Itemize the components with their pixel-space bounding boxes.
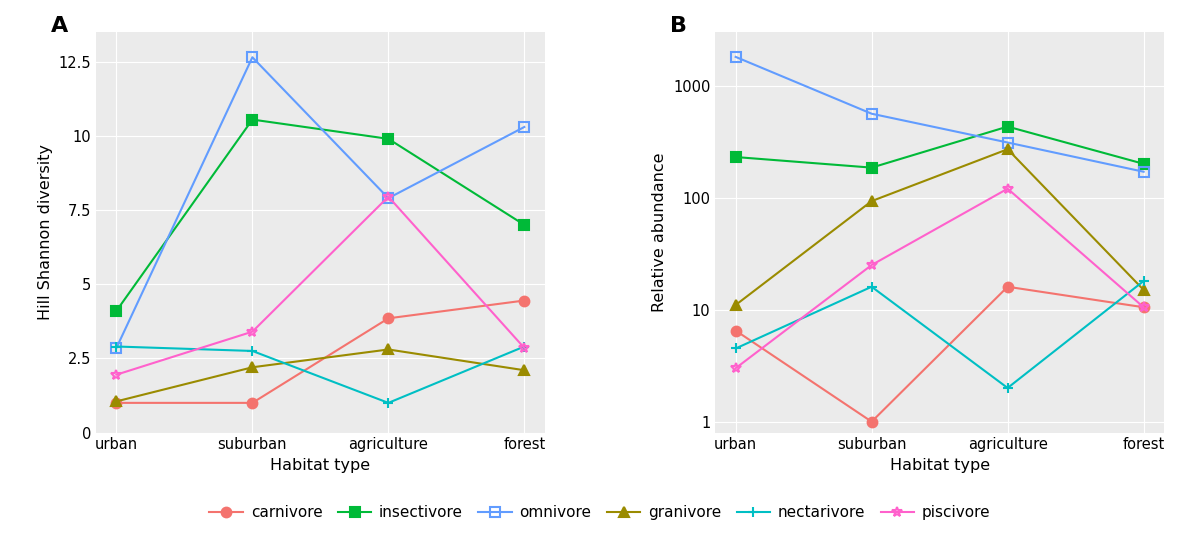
carnivore	[517, 297, 532, 304]
Text: A: A	[52, 16, 68, 36]
carnivore	[728, 327, 743, 334]
Legend: carnivore, insectivore, omnivore, granivore, nectarivore, piscivore: carnivore, insectivore, omnivore, graniv…	[203, 499, 997, 527]
piscivore	[864, 262, 878, 268]
omnivore	[245, 54, 259, 60]
nectarivore	[864, 284, 878, 290]
granivore	[1001, 146, 1015, 152]
Y-axis label: Hill Shannon diversity: Hill Shannon diversity	[38, 144, 53, 320]
X-axis label: Habitat type: Habitat type	[889, 458, 990, 473]
insectivore	[517, 222, 532, 228]
nectarivore	[1001, 384, 1015, 391]
Line: insectivore: insectivore	[731, 122, 1148, 172]
insectivore	[1001, 123, 1015, 130]
Text: B: B	[671, 16, 688, 36]
piscivore	[1001, 185, 1015, 192]
Line: carnivore: carnivore	[731, 282, 1148, 427]
granivore	[245, 364, 259, 371]
omnivore	[728, 54, 743, 60]
granivore	[517, 367, 532, 373]
omnivore	[864, 111, 878, 117]
insectivore	[728, 154, 743, 160]
Line: piscivore: piscivore	[112, 192, 529, 380]
omnivore	[517, 124, 532, 130]
granivore	[109, 398, 124, 405]
nectarivore	[1136, 278, 1151, 284]
omnivore	[382, 195, 396, 201]
X-axis label: Habitat type: Habitat type	[270, 458, 371, 473]
insectivore	[109, 308, 124, 314]
granivore	[382, 346, 396, 352]
Line: granivore: granivore	[731, 144, 1148, 310]
Line: piscivore: piscivore	[731, 184, 1148, 373]
carnivore	[245, 399, 259, 406]
Line: granivore: granivore	[112, 344, 529, 406]
carnivore	[109, 399, 124, 406]
Line: omnivore: omnivore	[112, 52, 529, 353]
piscivore	[728, 365, 743, 372]
Line: nectarivore: nectarivore	[731, 276, 1148, 393]
nectarivore	[109, 343, 124, 350]
insectivore	[382, 136, 396, 142]
Line: carnivore: carnivore	[112, 296, 529, 408]
insectivore	[245, 116, 259, 123]
omnivore	[109, 345, 124, 351]
Y-axis label: Relative abundance: Relative abundance	[653, 153, 667, 312]
carnivore	[1136, 304, 1151, 310]
insectivore	[864, 164, 878, 171]
granivore	[1136, 287, 1151, 293]
Line: nectarivore: nectarivore	[112, 342, 529, 408]
carnivore	[1001, 284, 1015, 290]
carnivore	[382, 315, 396, 321]
nectarivore	[245, 348, 259, 354]
granivore	[728, 302, 743, 308]
carnivore	[864, 419, 878, 425]
nectarivore	[517, 343, 532, 350]
piscivore	[382, 193, 396, 200]
piscivore	[109, 372, 124, 378]
nectarivore	[728, 345, 743, 352]
piscivore	[245, 328, 259, 335]
granivore	[864, 198, 878, 205]
omnivore	[1001, 139, 1015, 146]
omnivore	[1136, 169, 1151, 175]
Line: omnivore: omnivore	[731, 52, 1148, 177]
insectivore	[1136, 161, 1151, 167]
nectarivore	[382, 399, 396, 406]
piscivore	[1136, 304, 1151, 310]
piscivore	[517, 345, 532, 351]
Line: insectivore: insectivore	[112, 115, 529, 316]
